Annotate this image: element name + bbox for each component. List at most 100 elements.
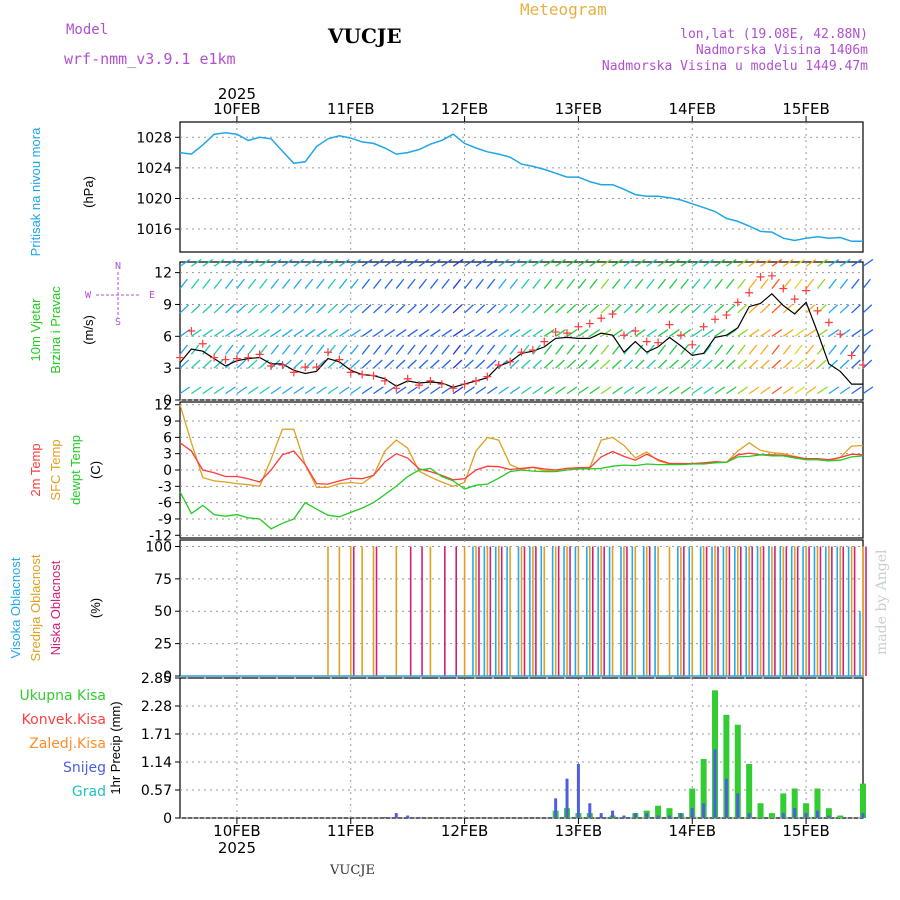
wind-barb	[566, 359, 577, 369]
pressure-ytick-label: 1016	[136, 222, 172, 238]
wind-barb	[350, 278, 359, 289]
wind-barb	[782, 386, 794, 395]
wind-barb	[293, 344, 302, 355]
wind-barb	[612, 344, 621, 355]
wind-barb	[498, 386, 510, 395]
wind-barb	[862, 278, 871, 289]
wind-barb	[498, 304, 508, 314]
wind-frame	[179, 261, 864, 401]
wind-barb	[190, 278, 200, 289]
cloud-ytick-label: 25	[154, 637, 172, 653]
station-title: VUCJE	[327, 24, 402, 48]
wind-barb	[395, 328, 407, 337]
wind-barb	[794, 278, 803, 289]
wind-barb	[327, 386, 339, 395]
wind-gust-mark	[802, 286, 811, 295]
wind-barb	[828, 278, 837, 289]
wind-barb	[725, 344, 735, 355]
temp-ytick-label: -12	[149, 528, 172, 544]
wind-barb	[555, 304, 565, 314]
wind-barb	[555, 344, 564, 355]
precip-total-bar	[814, 788, 821, 818]
wind-barb	[532, 278, 541, 289]
wind-barb	[691, 386, 703, 395]
pressure-series	[179, 131, 863, 243]
temp-ytick-label: 9	[163, 414, 172, 430]
wind-barb	[464, 344, 473, 355]
wind-barb	[429, 359, 440, 369]
wind-barb	[817, 359, 827, 369]
wind-barb	[225, 258, 236, 267]
cloud-ytick-label: 75	[154, 572, 172, 588]
wind-barb	[782, 328, 794, 337]
precip-total-bar	[666, 808, 673, 818]
wind-barb	[247, 258, 259, 267]
precip-snow-bar	[554, 798, 558, 818]
precip-snow-bar	[861, 813, 865, 818]
wind-gust-mark	[301, 363, 310, 372]
wind-barb	[760, 359, 770, 369]
wind-barb	[293, 278, 302, 289]
wind-barb	[429, 304, 440, 314]
wind-barb	[407, 278, 416, 289]
temp-ytick-label: 3	[163, 447, 172, 463]
wind-gust-mark	[312, 363, 321, 372]
wind-barb	[782, 344, 792, 355]
wind-barb	[373, 328, 384, 337]
wind-gust-mark	[733, 298, 742, 307]
wind-barb	[225, 278, 234, 289]
wind-barb	[862, 258, 874, 267]
precip-total-bar	[780, 793, 787, 818]
wind-barb	[373, 278, 382, 289]
precip-ytick-label: 0.57	[141, 783, 172, 799]
wind-barb	[202, 258, 214, 267]
wind-barb	[646, 386, 657, 395]
wind-gust-mark	[267, 362, 276, 371]
precip-snow-bar	[667, 815, 671, 818]
wind-barb	[225, 328, 236, 337]
wind-barb	[293, 328, 305, 337]
wind-barb	[191, 328, 202, 337]
wind-barb	[725, 304, 736, 314]
wind-barb	[760, 278, 769, 289]
wind-barb	[259, 344, 268, 355]
wind-barb	[760, 258, 771, 267]
wind-barb	[714, 258, 726, 267]
wind-barb	[179, 304, 190, 314]
wind-barb	[225, 386, 236, 395]
wind-barb	[213, 258, 225, 267]
wind-barb	[395, 258, 407, 267]
wind-gust-mark	[426, 376, 435, 385]
wind-gust-mark	[449, 384, 458, 393]
wind-barb	[668, 344, 678, 355]
precip-snow-bar	[724, 778, 728, 818]
wind-barb	[247, 359, 258, 369]
wind-barb	[703, 344, 712, 355]
bottom-day-label: 13FEB	[555, 822, 602, 840]
wind-barb	[202, 359, 212, 369]
wind-barb	[703, 328, 714, 337]
wind-barb	[748, 386, 760, 395]
wind-barb	[236, 386, 248, 395]
wind-gust-mark	[517, 348, 526, 357]
precip-legend-3: Snijeg	[63, 760, 106, 776]
wind-barb	[634, 344, 644, 355]
temp-label-dewpt: dewpt Temp	[68, 435, 83, 505]
precip-ytick-label: 0	[163, 811, 172, 827]
wind-barb	[566, 304, 577, 314]
wind-barb	[464, 328, 475, 337]
wind-barb	[828, 258, 840, 267]
wind-barb	[418, 359, 429, 369]
wind-barb	[464, 386, 475, 395]
precip-snow-bar	[542, 817, 546, 818]
wind-gust-mark	[358, 370, 367, 379]
wind-barb	[668, 278, 678, 289]
wind-barb	[862, 328, 874, 337]
precip-snow-bar	[713, 749, 717, 818]
wind-barb	[327, 359, 338, 369]
wind-label-2: Brzina i Pravac	[48, 286, 63, 374]
wind-barb	[430, 258, 441, 267]
wind-gust-mark	[756, 272, 765, 281]
wind-barb	[475, 328, 487, 337]
